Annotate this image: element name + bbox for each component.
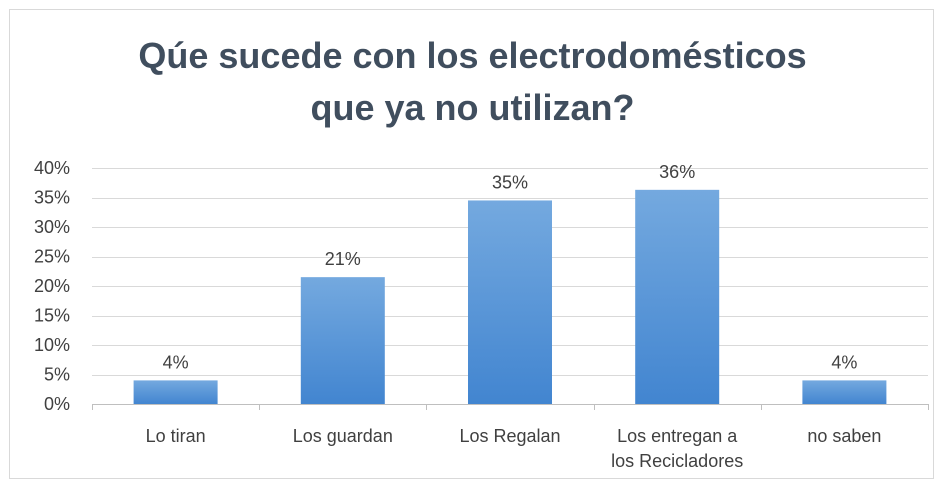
category-label: Los guardan xyxy=(293,426,393,446)
chart-title-line-2: que ya no utilizan? xyxy=(310,87,635,128)
bar xyxy=(300,277,385,404)
bar xyxy=(468,200,552,404)
y-tick-label: 35% xyxy=(34,188,70,208)
data-label: 21% xyxy=(325,249,361,269)
category-label: Los entregan a xyxy=(617,426,738,446)
bar xyxy=(635,189,720,404)
data-label: 36% xyxy=(659,162,695,182)
category-label: Lo tiran xyxy=(146,426,206,446)
y-tick-label: 40% xyxy=(34,158,70,178)
y-tick-label: 15% xyxy=(34,306,70,326)
data-label: 4% xyxy=(163,352,189,372)
y-tick-label: 25% xyxy=(34,247,70,267)
data-label: 35% xyxy=(492,172,528,192)
category-label: Los Regalan xyxy=(459,426,560,446)
category-label: no saben xyxy=(807,426,881,446)
category-label: los Recicladores xyxy=(611,451,743,471)
y-tick-label: 10% xyxy=(34,335,70,355)
y-tick-label: 0% xyxy=(44,394,70,414)
y-tick-label: 5% xyxy=(44,365,70,385)
bar xyxy=(133,380,218,404)
bar xyxy=(802,380,887,404)
data-label: 4% xyxy=(831,352,857,372)
chart-title-line-1: Qúe sucede con los electrodomésticos xyxy=(138,35,807,76)
y-tick-label: 30% xyxy=(34,217,70,237)
y-tick-label: 20% xyxy=(34,276,70,296)
chart-title: Qúe sucede con los electrodomésticos que… xyxy=(0,30,945,134)
